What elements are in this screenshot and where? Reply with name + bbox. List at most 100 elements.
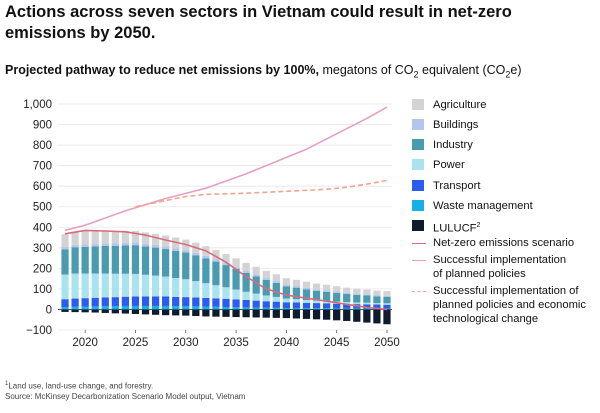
legend-netzero-line — [412, 243, 426, 244]
bar-industry-2034 — [222, 265, 230, 288]
bar-waste-2035 — [232, 307, 240, 310]
x-tick-label: 2045 — [324, 337, 350, 349]
bar-waste-2027 — [151, 305, 160, 310]
bar-waste-2042 — [302, 308, 311, 310]
y-tick-label: 100 — [33, 284, 52, 296]
x-tick-label: 2050 — [374, 337, 400, 349]
bar-industry-2027 — [151, 247, 160, 276]
bar-transport-2046 — [343, 303, 351, 309]
bar-agriculture-2044 — [322, 284, 331, 291]
y-tick-label: 200 — [33, 263, 52, 275]
bar-lulucf-2045 — [333, 309, 341, 321]
bar-industry-2040 — [282, 286, 290, 299]
legend-lulucf: LULUCF2 — [412, 219, 480, 236]
bar-lulucf-2026 — [141, 309, 150, 315]
bar-buildings-2033 — [212, 259, 220, 262]
bar-power-2041 — [292, 299, 301, 303]
bar-power-2029 — [172, 278, 180, 297]
x-axis: 2020 2025 2030 2035 2040 2045 2050 — [72, 330, 400, 349]
legend-buildings-swatch — [412, 119, 424, 130]
bar-lulucf-2019 — [71, 309, 79, 313]
bar-transport-2033 — [212, 298, 220, 307]
bar-waste-2022 — [101, 306, 109, 310]
bar-buildings-2036 — [242, 270, 250, 273]
y-tick-label: 700 — [33, 161, 52, 173]
bar-transport-2018 — [61, 299, 69, 307]
bar-transport-2039 — [272, 301, 280, 308]
bar-transport-2027 — [151, 296, 160, 306]
footnote-1: 1Land use, land-use change, and forestry… — [5, 379, 245, 392]
emissions-chart: −100 0 100 200 300 400 500 600 700 800 900 1,000 20… — [23, 99, 400, 349]
bar-industry-2028 — [162, 249, 170, 277]
bar-industry-2049 — [373, 296, 381, 304]
legend-power: Power — [412, 158, 465, 172]
bar-industry-2020 — [81, 246, 89, 274]
footnotes: 1Land use, land-use change, and forestry… — [5, 379, 245, 402]
bar-lulucf-2031 — [192, 309, 200, 317]
bar-waste-2037 — [252, 307, 260, 310]
x-tick-label: 2040 — [274, 337, 300, 349]
legend-planned-text: Successful implementation of planned poli… — [433, 253, 566, 281]
scenario-lines — [64, 106, 388, 311]
bar-power-2038 — [262, 295, 270, 302]
y-axis: −100 0 100 200 300 400 500 600 700 800 900 1,000 — [23, 99, 52, 337]
legend-econ-line — [412, 291, 426, 292]
bar-transport-2031 — [192, 297, 200, 307]
bar-industry-2030 — [182, 252, 190, 280]
legend-industry-swatch — [412, 139, 424, 150]
subtitle-bold: Projected pathway to reduce net emission… — [5, 63, 319, 77]
bar-lulucf-2032 — [202, 309, 210, 317]
bar-agriculture-2027 — [151, 233, 160, 245]
bar-waste-2040 — [282, 308, 290, 310]
bar-industry-2043 — [312, 290, 321, 301]
legend-waste-swatch — [412, 200, 424, 211]
bar-agriculture-2050 — [383, 291, 391, 296]
bar-waste-2039 — [272, 307, 280, 310]
bar-industry-2021 — [91, 246, 99, 274]
y-tick-label: 600 — [33, 181, 52, 193]
bar-industry-2033 — [212, 261, 220, 286]
bar-buildings-2029 — [172, 248, 180, 251]
legend-econ-line3: technological change — [433, 313, 539, 325]
bar-transport-2020 — [81, 298, 89, 307]
bar-power-2020 — [81, 273, 89, 299]
legend-waste: Waste management — [412, 199, 533, 213]
bar-transport-2044 — [322, 303, 331, 309]
legend-power-swatch — [412, 159, 424, 170]
bar-lulucf-2025 — [131, 309, 140, 314]
bar-lulucf-2042 — [302, 309, 311, 319]
bar-industry-2045 — [333, 293, 341, 302]
bar-agriculture-2023 — [111, 231, 119, 244]
bar-power-2044 — [322, 301, 331, 304]
bar-transport-2050 — [383, 304, 391, 309]
bar-industry-2019 — [71, 247, 79, 274]
bar-buildings-2038 — [262, 278, 270, 280]
bar-agriculture-2034 — [222, 253, 230, 263]
bar-buildings-2050 — [383, 295, 391, 297]
legend-econ: Successful implementation of planned poli… — [412, 284, 586, 326]
y-tick-label: 0 — [46, 304, 52, 316]
bar-industry-2041 — [292, 287, 301, 300]
bar-lulucf-2022 — [101, 309, 109, 313]
bar-buildings-2035 — [232, 266, 240, 269]
legend-industry: Industry — [412, 138, 473, 152]
bar-waste-2047 — [353, 308, 361, 310]
bar-power-2027 — [151, 275, 160, 297]
bar-power-2036 — [242, 291, 250, 301]
bar-buildings-2046 — [343, 292, 351, 295]
subtitle-unit-b: equivalent (CO — [418, 63, 506, 77]
bar-buildings-2030 — [182, 250, 190, 253]
bar-transport-2035 — [232, 299, 240, 308]
legend-industry-label: Industry — [433, 139, 473, 151]
bar-waste-2038 — [262, 307, 270, 310]
bar-waste-2041 — [292, 308, 301, 310]
bar-buildings-2048 — [363, 294, 371, 296]
bar-agriculture-2039 — [272, 274, 280, 282]
bar-waste-2028 — [162, 305, 170, 310]
bar-agriculture-2033 — [212, 250, 220, 260]
bar-power-2025 — [131, 273, 140, 297]
bar-industry-2044 — [322, 291, 331, 302]
bar-waste-2034 — [222, 306, 230, 310]
subtitle-sub-1: 2 — [413, 69, 419, 80]
bar-industry-2032 — [202, 258, 210, 284]
